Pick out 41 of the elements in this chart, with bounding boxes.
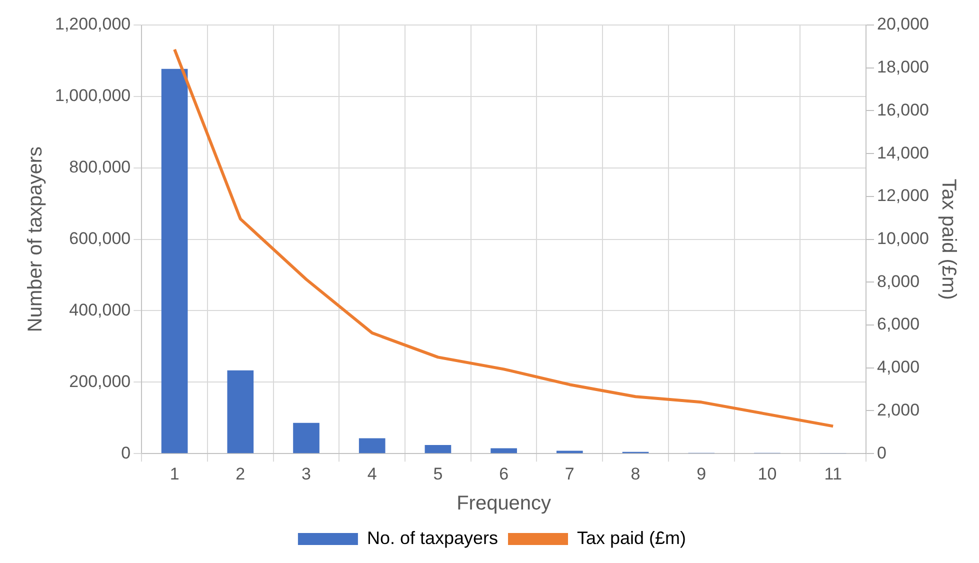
x-tick-label: 4	[367, 464, 377, 484]
legend-label: No. of taxpayers	[366, 528, 498, 548]
y2-tick-label: 8,000	[877, 272, 920, 291]
y2-tick-label: 6,000	[877, 314, 920, 334]
bar	[556, 450, 583, 454]
y-tick-label: 600,000	[69, 228, 131, 248]
y2-axis-title: Tax paid (£m)	[937, 178, 960, 300]
y-tick-label: 400,000	[69, 300, 131, 320]
y2-tick-label: 4,000	[877, 358, 920, 377]
bar	[227, 370, 254, 454]
y2-tick-label: 12,000	[877, 186, 930, 206]
x-tick-label: 7	[564, 464, 574, 484]
y2-tick-label: 16,000	[877, 100, 930, 120]
y-tick-label: 200,000	[69, 372, 131, 391]
y2-tick-label: 2,000	[877, 400, 920, 420]
bar	[424, 445, 452, 454]
x-tick-label: 5	[433, 464, 443, 484]
y2-tick-label: 10,000	[877, 228, 930, 248]
x-tick-label: 1	[170, 464, 180, 484]
y-tick-label: 1,000,000	[54, 86, 131, 106]
y-tick-label: 1,200,000	[54, 14, 131, 34]
bar	[161, 68, 188, 454]
x-tick-label: 9	[696, 464, 706, 484]
y2-tick-label: 0	[877, 443, 886, 462]
x-tick-label: 10	[758, 464, 777, 484]
x-tick-label: 11	[824, 464, 842, 484]
y-axis-title: Number of taxpayers	[24, 146, 47, 332]
legend-label: Tax paid (£m)	[577, 528, 686, 548]
y2-tick-label: 18,000	[877, 58, 930, 77]
bar	[293, 422, 320, 454]
y-tick-label: 800,000	[69, 158, 131, 177]
y2-tick-label: 20,000	[877, 14, 930, 34]
y-tick-label: 0	[121, 443, 131, 462]
x-tick-label: 2	[236, 464, 246, 484]
x-axis-title: Frequency	[456, 492, 552, 515]
x-tick-label: 3	[302, 464, 311, 484]
bar	[490, 448, 517, 454]
x-tick-label: 6	[499, 464, 509, 484]
x-tick-label: 8	[630, 464, 640, 484]
y2-tick-label: 14,000	[877, 143, 930, 162]
bar	[358, 438, 386, 454]
